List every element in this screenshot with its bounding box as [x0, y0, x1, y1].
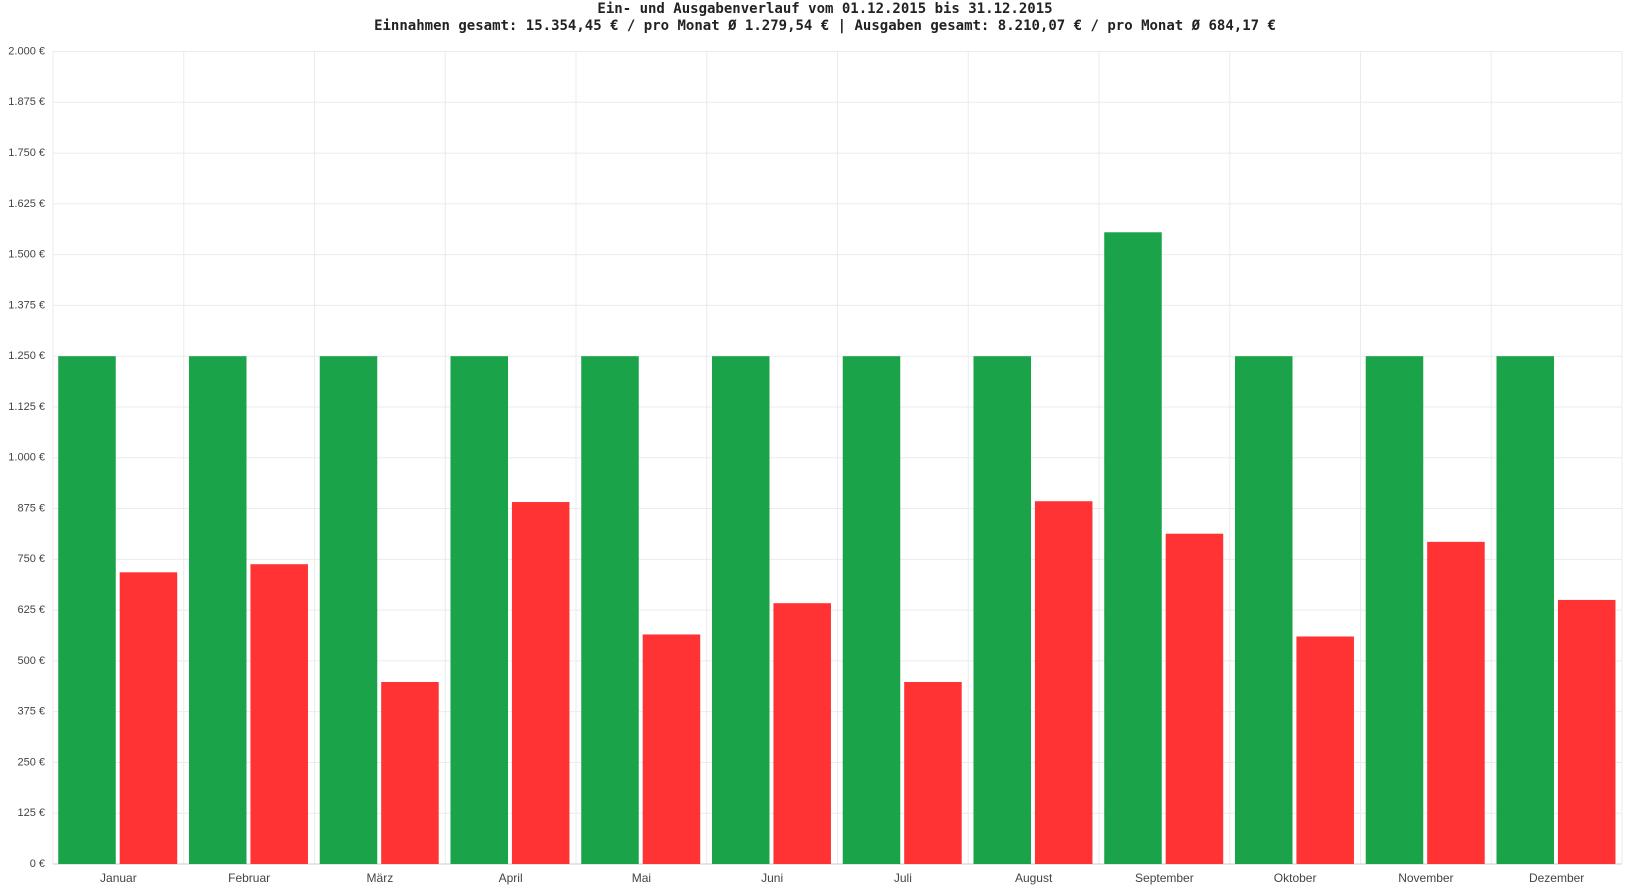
y-tick-label: 1.250 € [8, 350, 45, 362]
bar [1365, 356, 1424, 864]
y-tick-label: 1.875 € [8, 96, 45, 108]
y-tick-label: 250 € [17, 756, 45, 768]
bar [450, 356, 509, 864]
bar [973, 356, 1032, 864]
y-tick-label: 875 € [17, 502, 45, 514]
bar [58, 356, 116, 864]
x-tick-label: Juli [894, 871, 912, 885]
bar [1165, 533, 1224, 864]
y-tick-label: 1.375 € [8, 299, 45, 311]
bar [511, 502, 570, 864]
x-tick-label: Februar [228, 871, 270, 885]
chart-subtitle: Einnahmen gesamt: 15.354,45 € / pro Mona… [374, 18, 1276, 34]
bar [842, 356, 901, 864]
x-tick-label: Dezember [1529, 871, 1584, 885]
x-tick-label: April [499, 871, 523, 885]
x-tick-label: September [1135, 871, 1194, 885]
y-tick-label: 625 € [17, 604, 45, 616]
x-tick-label: Oktober [1274, 871, 1317, 885]
bar [250, 564, 308, 864]
bar [773, 603, 831, 864]
y-tick-label: 1.000 € [8, 452, 45, 464]
bar [1496, 356, 1555, 864]
bar [1296, 636, 1354, 864]
x-tick-label: November [1398, 871, 1453, 885]
bar [1557, 599, 1616, 864]
chart-title: Ein- und Ausgabenverlauf vom 01.12.2015 … [597, 1, 1052, 17]
y-tick-label: 750 € [17, 553, 45, 565]
x-tick-label: Mai [632, 871, 651, 885]
bar [581, 356, 639, 864]
x-tick-label: Juni [761, 871, 783, 885]
x-tick-label: Januar [100, 871, 137, 885]
bar [711, 356, 770, 864]
y-tick-label: 1.500 € [8, 249, 45, 261]
y-tick-label: 375 € [17, 706, 45, 718]
x-tick-label: März [367, 871, 394, 885]
y-tick-label: 2.000 € [8, 45, 45, 57]
y-tick-label: 125 € [17, 807, 45, 819]
y-tick-label: 1.625 € [8, 198, 45, 210]
bar [1234, 356, 1293, 864]
y-tick-label: 1.750 € [8, 147, 45, 159]
x-tick-label: August [1015, 871, 1053, 885]
bar [1034, 501, 1093, 864]
y-tick-label: 500 € [17, 655, 45, 667]
y-tick-label: 0 € [30, 858, 45, 870]
bar [1104, 232, 1162, 864]
bar [904, 682, 962, 864]
bar [119, 572, 178, 864]
bar [319, 356, 378, 864]
y-tick-label: 1.125 € [8, 401, 45, 413]
bar [381, 682, 439, 864]
bar [642, 634, 701, 864]
bar [188, 356, 247, 864]
bar [1427, 541, 1485, 864]
